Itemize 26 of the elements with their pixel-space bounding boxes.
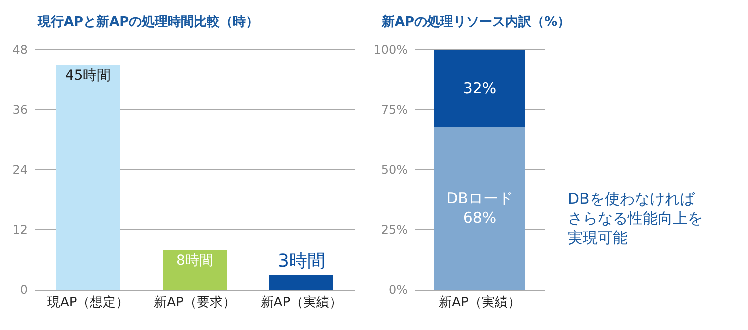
y-tick-label: 25% xyxy=(381,223,408,238)
y-tick-label: 12 xyxy=(12,223,28,238)
bar xyxy=(163,250,227,290)
y-tick-label: 48 xyxy=(12,43,28,58)
y-tick-label: 36 xyxy=(12,103,28,118)
data-label: 68% xyxy=(463,209,497,228)
bar xyxy=(270,275,334,290)
data-label: 45時間 xyxy=(65,68,112,84)
data-label: 8時間 xyxy=(176,253,214,269)
x-tick-label: 新AP（要求） xyxy=(154,296,236,311)
x-tick-label: 現AP（想定） xyxy=(47,296,130,311)
y-tick-label: 50% xyxy=(381,163,408,178)
y-tick-label: 0 xyxy=(20,283,28,298)
bar xyxy=(56,65,120,290)
y-tick-label: 0% xyxy=(388,283,408,298)
y-tick-label: 100% xyxy=(374,43,408,58)
y-tick-label: 24 xyxy=(12,163,28,178)
chart-title: 新APの処理リソース内訳（%） xyxy=(381,14,571,30)
y-tick-label: 75% xyxy=(381,103,408,118)
x-tick-label: 新AP（実績） xyxy=(260,294,343,311)
series-label: DBロード xyxy=(446,190,514,208)
chart-title: 現行APと新APの処理時間比較（時） xyxy=(37,14,260,30)
text: DBを使わなければさらなる性能向上を実現可能 xyxy=(568,190,703,247)
data-label: 3時間 xyxy=(278,251,326,272)
data-label: 32% xyxy=(463,79,497,98)
x-tick-label: 新AP（実績） xyxy=(439,294,521,311)
